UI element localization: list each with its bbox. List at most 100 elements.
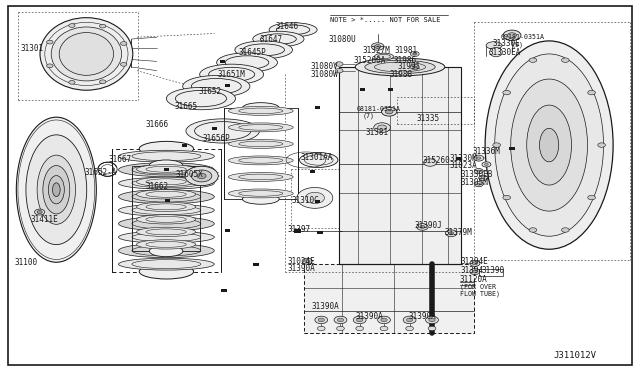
Circle shape [479, 175, 488, 180]
Circle shape [318, 318, 324, 322]
Text: 31986: 31986 [394, 56, 417, 65]
Circle shape [120, 62, 127, 66]
Circle shape [335, 68, 343, 73]
Circle shape [381, 107, 397, 116]
Ellipse shape [228, 173, 293, 182]
Circle shape [99, 24, 106, 28]
Ellipse shape [149, 160, 183, 171]
Ellipse shape [365, 60, 435, 74]
Ellipse shape [136, 190, 196, 199]
Bar [164, 168, 169, 171]
Text: FLOW TUBE): FLOW TUBE) [460, 291, 499, 297]
Circle shape [380, 326, 388, 331]
Bar [112, 149, 221, 272]
Circle shape [529, 58, 537, 62]
Circle shape [598, 143, 605, 147]
Bar [304, 264, 474, 333]
Ellipse shape [118, 204, 214, 216]
Circle shape [503, 90, 511, 95]
Text: (7): (7) [363, 113, 375, 119]
Circle shape [403, 316, 416, 324]
Bar [310, 170, 315, 173]
Circle shape [413, 66, 417, 68]
Circle shape [47, 64, 53, 68]
Ellipse shape [269, 23, 317, 37]
Bar [509, 147, 515, 150]
Ellipse shape [253, 31, 304, 47]
Text: 31330E: 31330E [493, 39, 520, 48]
Ellipse shape [216, 53, 278, 72]
Circle shape [472, 262, 477, 265]
Ellipse shape [243, 194, 279, 204]
Bar [456, 157, 461, 160]
Text: 31301AA: 31301AA [301, 153, 333, 162]
Circle shape [503, 30, 521, 41]
Ellipse shape [485, 41, 613, 249]
Circle shape [337, 318, 344, 322]
Circle shape [356, 318, 363, 322]
Ellipse shape [228, 123, 293, 132]
Bar [225, 229, 230, 232]
Circle shape [374, 123, 390, 132]
Bar [388, 88, 393, 91]
Ellipse shape [228, 189, 293, 198]
Ellipse shape [166, 87, 236, 110]
Text: 31301: 31301 [20, 44, 44, 53]
Text: 31390A: 31390A [355, 312, 383, 321]
Ellipse shape [118, 163, 214, 177]
Ellipse shape [486, 42, 502, 49]
Circle shape [410, 51, 419, 57]
Circle shape [68, 24, 75, 28]
Ellipse shape [118, 190, 214, 204]
Circle shape [561, 58, 569, 62]
Circle shape [445, 230, 457, 237]
Ellipse shape [118, 231, 214, 243]
Text: 31381: 31381 [365, 128, 388, 137]
Circle shape [335, 62, 343, 66]
Ellipse shape [60, 32, 114, 75]
Text: 31023A: 31023A [450, 161, 477, 170]
Text: 31652: 31652 [198, 87, 221, 96]
Circle shape [317, 326, 325, 331]
Text: 31390A: 31390A [288, 264, 316, 273]
Bar [220, 60, 225, 63]
Bar [132, 166, 200, 251]
Circle shape [337, 326, 344, 331]
Circle shape [477, 157, 481, 159]
Ellipse shape [136, 164, 196, 174]
Ellipse shape [540, 128, 559, 162]
Circle shape [474, 169, 483, 174]
Bar [225, 84, 230, 87]
Circle shape [185, 166, 218, 186]
Circle shape [449, 232, 454, 235]
Circle shape [424, 159, 436, 166]
Ellipse shape [40, 17, 133, 90]
Bar [253, 263, 259, 266]
Text: 31390A: 31390A [408, 312, 436, 321]
Circle shape [406, 326, 413, 331]
Ellipse shape [118, 150, 214, 162]
Text: J311012V: J311012V [554, 351, 596, 360]
Text: 31330M: 31330M [450, 154, 477, 163]
Bar [182, 144, 187, 147]
Ellipse shape [511, 79, 588, 211]
Text: 31379M: 31379M [445, 228, 472, 237]
Circle shape [385, 109, 393, 114]
Text: 31647: 31647 [259, 35, 282, 44]
Bar [224, 108, 298, 199]
Bar [315, 106, 320, 109]
Text: 31305M: 31305M [461, 178, 488, 187]
Circle shape [413, 53, 417, 55]
Bar [339, 67, 461, 264]
Text: 31605X: 31605X [176, 170, 204, 179]
Circle shape [417, 224, 428, 230]
Circle shape [68, 80, 75, 84]
Ellipse shape [374, 53, 394, 60]
Circle shape [197, 173, 206, 179]
Bar [212, 127, 217, 130]
Text: 31411E: 31411E [31, 215, 58, 224]
Text: (9): (9) [512, 41, 524, 48]
Text: 31335: 31335 [417, 114, 440, 123]
Ellipse shape [136, 202, 196, 211]
Bar [294, 229, 301, 232]
